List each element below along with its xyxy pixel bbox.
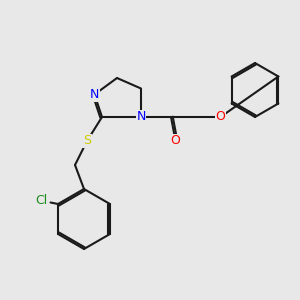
Text: S: S [83,134,91,148]
Text: O: O [216,110,225,124]
Text: O: O [171,134,180,148]
Text: N: N [90,88,99,101]
Text: N: N [136,110,146,124]
Text: Cl: Cl [35,194,48,208]
